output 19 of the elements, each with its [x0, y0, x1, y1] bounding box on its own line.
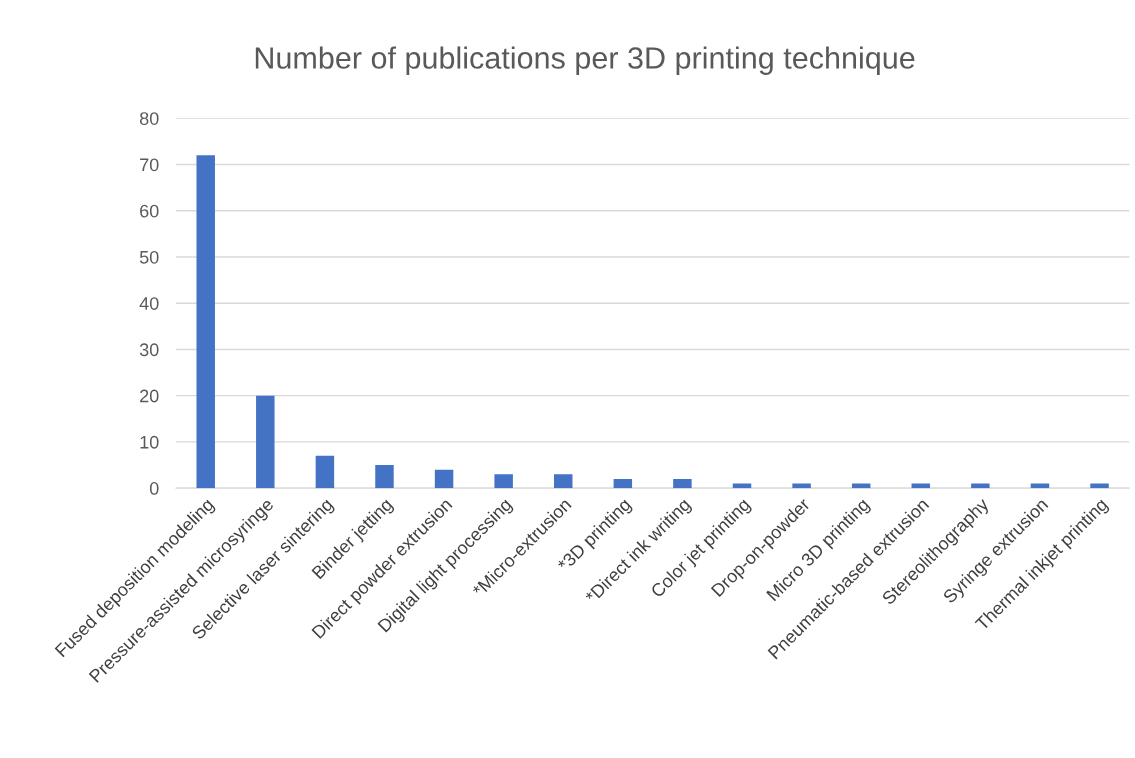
y-tick-label: 20 [140, 389, 159, 403]
bar [673, 478, 692, 489]
y-tick-label: 80 [139, 112, 159, 125]
bar [256, 395, 275, 489]
y-tick-label: 30 [139, 343, 159, 357]
bar [196, 155, 215, 489]
y-tick-label: 0 [149, 482, 159, 495]
y-tick-label: 40 [139, 297, 159, 310]
bar [434, 469, 454, 489]
y-tick-label: 70 [140, 158, 159, 172]
bar [613, 478, 633, 489]
bar [375, 465, 394, 489]
bar [554, 474, 573, 489]
y-tick-label: 10 [140, 435, 159, 449]
bar [315, 455, 335, 489]
y-tick-label: 60 [140, 204, 159, 218]
y-tick-label: 50 [139, 250, 159, 264]
bar [494, 474, 513, 489]
chart-title: Number of publications per 3D printing technique [255, 46, 915, 75]
